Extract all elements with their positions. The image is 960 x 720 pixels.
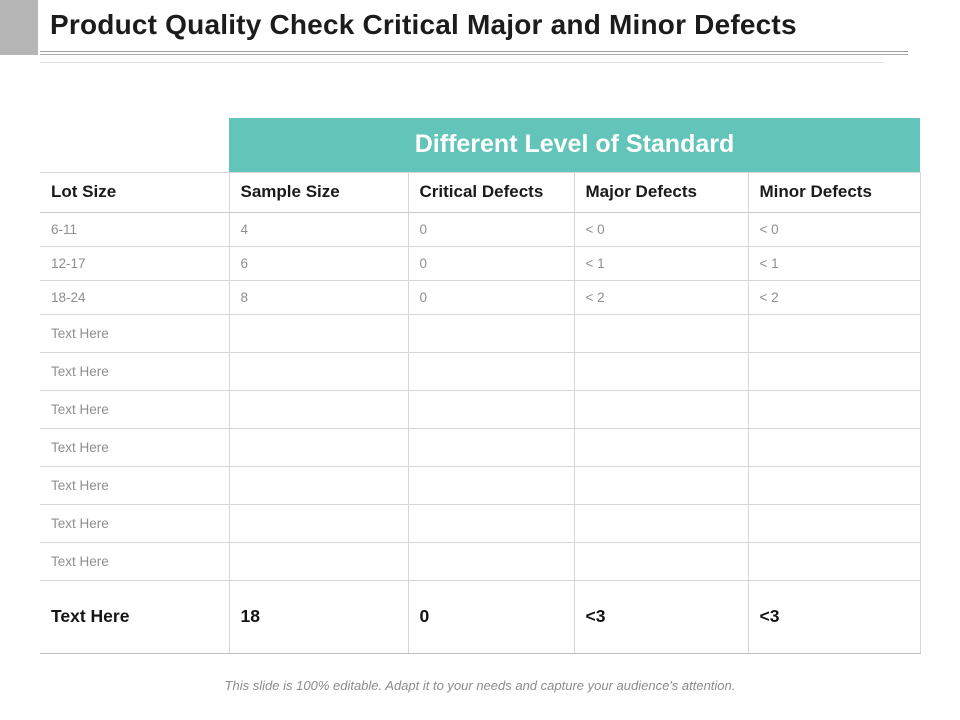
table-cell bbox=[228, 541, 409, 581]
table-cell bbox=[747, 465, 921, 505]
merged-header-row: Different Level of Standard bbox=[40, 118, 920, 172]
table-cell bbox=[228, 351, 409, 391]
column-header: Minor Defects bbox=[747, 171, 921, 213]
total-cell: 18 bbox=[228, 579, 409, 654]
table-cell bbox=[407, 389, 575, 429]
table-cell bbox=[228, 465, 409, 505]
footer-note: This slide is 100% editable. Adapt it to… bbox=[224, 678, 736, 693]
table-body: 6-11 4 0 < 0 < 0 12-17 6 0 < 1 < 1 18-24 8 0 < 2 < 2 Te… bbox=[40, 211, 921, 581]
table-cell bbox=[573, 351, 749, 391]
column-header: Critical Defects bbox=[407, 171, 575, 213]
table-cell: Text Here bbox=[40, 465, 230, 505]
page-title: Product Quality Check Critical Major and… bbox=[50, 9, 797, 40]
table-cell bbox=[573, 503, 749, 543]
table-cell: 18-24 bbox=[40, 279, 230, 315]
table-cell bbox=[573, 541, 749, 581]
table-cell: Text Here bbox=[40, 541, 230, 581]
defects-table: Different Level of Standard Lot Size Samp… bbox=[40, 118, 921, 654]
table-cell: < 0 bbox=[573, 211, 749, 247]
total-row: Text Here 18 0 <3 <3 bbox=[40, 579, 921, 654]
table-cell: Text Here bbox=[40, 503, 230, 543]
table-cell bbox=[407, 351, 575, 391]
table-cell bbox=[228, 503, 409, 543]
table-cell: 0 bbox=[407, 211, 575, 247]
table-row: Text Here bbox=[40, 389, 921, 429]
table-cell: 8 bbox=[228, 279, 409, 315]
title-underline-top bbox=[40, 51, 908, 52]
table-cell: 0 bbox=[407, 279, 575, 315]
table-cell bbox=[407, 427, 575, 467]
table-cell bbox=[407, 503, 575, 543]
table-cell: 12-17 bbox=[40, 245, 230, 281]
defects-table-container: Different Level of Standard Lot Size Samp… bbox=[40, 118, 921, 654]
table-cell bbox=[747, 389, 921, 429]
table-cell bbox=[573, 313, 749, 353]
table-cell: 6-11 bbox=[40, 211, 230, 247]
table-cell: < 0 bbox=[747, 211, 921, 247]
table-row: Text Here bbox=[40, 541, 921, 581]
total-cell: <3 bbox=[747, 579, 921, 654]
table-cell bbox=[407, 541, 575, 581]
column-header-row: Lot Size Sample Size Critical Defects Major… bbox=[40, 171, 921, 213]
table-row: 12-17 6 0 < 1 < 1 bbox=[40, 245, 921, 281]
total-cell: <3 bbox=[573, 579, 749, 654]
table-cell: Text Here bbox=[40, 351, 230, 391]
table-row: 6-11 4 0 < 0 < 0 bbox=[40, 211, 921, 247]
table-cell: 6 bbox=[228, 245, 409, 281]
table-row: Text Here bbox=[40, 465, 921, 505]
total-cell: Text Here bbox=[40, 579, 230, 654]
column-header: Sample Size bbox=[228, 171, 409, 213]
table-cell bbox=[407, 313, 575, 353]
table-cell: < 2 bbox=[747, 279, 921, 315]
table-cell bbox=[573, 389, 749, 429]
table-cell: 0 bbox=[407, 245, 575, 281]
table-cell bbox=[228, 313, 409, 353]
table-cell bbox=[747, 503, 921, 543]
total-cell: 0 bbox=[407, 579, 575, 654]
corner-cell bbox=[40, 118, 229, 172]
table-row: Text Here bbox=[40, 351, 921, 391]
column-header: Major Defects bbox=[573, 171, 749, 213]
table-cell: < 1 bbox=[747, 245, 921, 281]
table-cell bbox=[407, 465, 575, 505]
merged-header-cell: Different Level of Standard bbox=[229, 118, 920, 172]
accent-square bbox=[0, 0, 38, 55]
table-cell bbox=[747, 351, 921, 391]
table-cell bbox=[228, 389, 409, 429]
table-row: 18-24 8 0 < 2 < 2 bbox=[40, 279, 921, 315]
title-underline-bottom bbox=[40, 54, 908, 55]
table-cell: < 1 bbox=[573, 245, 749, 281]
table-cell: Text Here bbox=[40, 313, 230, 353]
table-cell: Text Here bbox=[40, 427, 230, 467]
table-cell: Text Here bbox=[40, 389, 230, 429]
column-header: Lot Size bbox=[40, 171, 230, 213]
title-underline-light bbox=[40, 62, 885, 63]
table-row: Text Here bbox=[40, 313, 921, 353]
table-cell bbox=[573, 465, 749, 505]
table-cell bbox=[573, 427, 749, 467]
table-cell bbox=[747, 427, 921, 467]
table-cell bbox=[747, 313, 921, 353]
table-cell: 4 bbox=[228, 211, 409, 247]
table-row: Text Here bbox=[40, 427, 921, 467]
table-cell bbox=[747, 541, 921, 581]
table-cell: < 2 bbox=[573, 279, 749, 315]
table-cell bbox=[228, 427, 409, 467]
table-row: Text Here bbox=[40, 503, 921, 543]
